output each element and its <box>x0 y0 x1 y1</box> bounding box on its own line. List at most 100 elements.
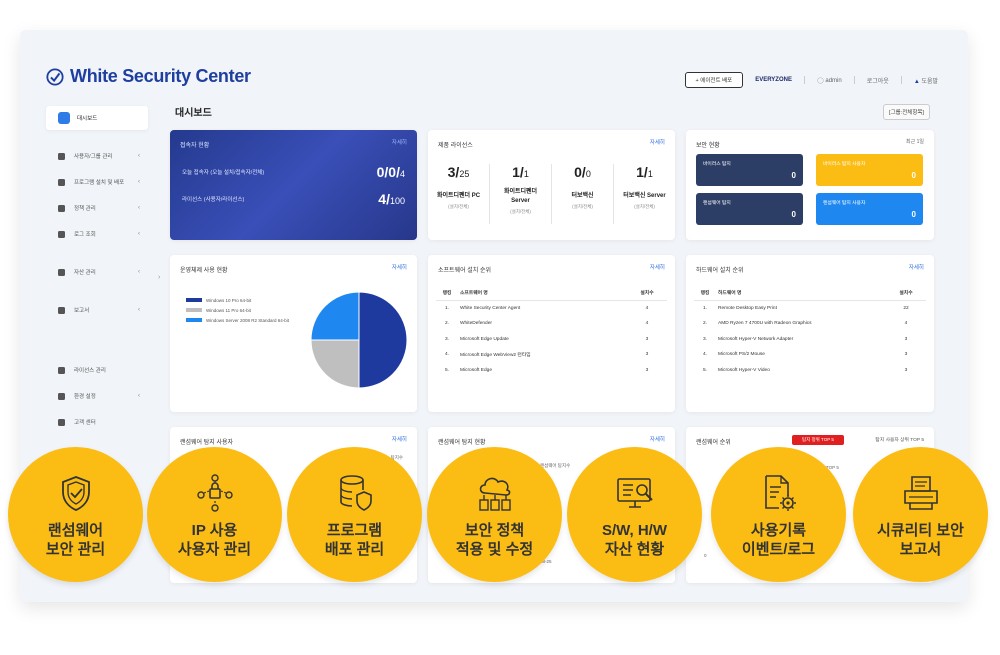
sidebar-item-license[interactable]: 라이선스 관리 <box>46 362 148 378</box>
more-link[interactable]: 자세히 <box>649 140 665 146</box>
license-count: 1/1 <box>490 164 551 180</box>
legend-item: Windows Server 2008 R2 Standard 64-bit <box>186 315 289 325</box>
license-name: 화이트디펜더 Server <box>503 189 538 204</box>
sidebar-item-logs[interactable]: 로그 조회 ‹ <box>46 226 148 242</box>
top-bar: + 에이전트 배포 EVERYZONE ◯ admin 로그아웃 ▲ 도움말 <box>684 72 938 88</box>
license-total: 1 <box>647 169 653 179</box>
legend-label: Windows Server 2008 R2 Standard 64-bit <box>206 317 290 323</box>
license-item: 3/25 화이트디펜더 PC (설치/전체) <box>428 164 489 210</box>
pie-slice[interactable] <box>310 291 360 341</box>
document-gear-icon <box>765 475 796 511</box>
rank-cell: 5. <box>702 367 707 373</box>
rank-cell: 4. <box>444 352 449 358</box>
license-name: 화이트디펜더 PC <box>436 193 481 199</box>
chevron-left-icon: ‹ <box>138 179 140 185</box>
group-filter-button[interactable]: [그룹:전체항목] <box>883 104 930 120</box>
ransomware-detect-box[interactable]: 랜섬웨어 탐지 0 <box>696 193 803 225</box>
feature-program-deploy: 프로그램 배포 관리 <box>287 447 422 582</box>
detect-top5-tab[interactable]: 탐지 정위 TOP 5 <box>792 435 844 445</box>
monitor-search-icon <box>617 478 653 508</box>
user-name: admin <box>825 77 842 84</box>
table-row[interactable]: 1. Remote Desktop Easy Print 22 <box>694 301 926 317</box>
feature-line: S/W, H/W <box>602 522 667 539</box>
sidebar-item-dashboard[interactable]: 대시보드 <box>46 106 148 130</box>
license-sub: (설치/전체) <box>510 209 531 214</box>
more-link[interactable]: 자세히 <box>391 265 407 271</box>
count-cell: 3 <box>645 336 649 342</box>
table-row[interactable]: 3. Microsoft Hyper-V Network Adapter 3 <box>694 332 926 348</box>
more-link[interactable]: 자세히 <box>391 437 407 443</box>
legend-swatch <box>186 298 202 302</box>
today-access-count: 0/0/ <box>376 164 400 180</box>
license-used: 3/ <box>447 164 460 180</box>
sidebar-item-reports[interactable]: 보고서 ‹ <box>46 302 148 318</box>
ransomware-user-box[interactable]: 랜섬웨어 탐지 사용자 0 <box>816 193 923 225</box>
more-link[interactable]: 자세히 <box>391 140 407 146</box>
page-title: 대시보드 <box>175 108 212 119</box>
today-access-value: 0/0/4 <box>377 164 405 180</box>
shield-check-icon <box>62 476 90 511</box>
logout-link[interactable]: 로그아웃 <box>866 78 889 85</box>
box-value: 0 <box>791 171 796 180</box>
sidebar-item-install[interactable]: 프로그램 설치 및 배포 ‹ <box>46 174 148 190</box>
feature-security-report: 시큐리티 보안 보고서 <box>853 447 988 582</box>
chevron-left-icon: ‹ <box>138 205 140 211</box>
license-usage-value: 4/100 <box>378 191 405 207</box>
sidebar-item-users[interactable]: 사용자/그룹 관리 ‹ <box>46 148 148 164</box>
pie-slice[interactable] <box>358 291 408 389</box>
feature-label: IP 사용 사용자 관리 <box>147 521 282 559</box>
megaphone-icon <box>58 418 65 426</box>
sidebar-item-label: 정책 관리 <box>74 206 96 212</box>
dashboard-icon <box>58 112 70 124</box>
check-circle-icon <box>46 67 64 86</box>
sidebar-item-support[interactable]: 고객 센터 <box>46 414 148 430</box>
table-row[interactable]: 4. Microsoft Edge WebView2 런타임 3 <box>436 347 667 363</box>
feature-label: 랜섬웨어 보안 관리 <box>8 521 143 559</box>
feature-line: 보안 정책 <box>464 522 525 539</box>
sidebar-item-assets[interactable]: 자산 관리 ‹ <box>46 264 148 280</box>
feature-asset-status: S/W, H/W 자산 현황 <box>567 447 702 582</box>
feature-label: 프로그램 배포 관리 <box>287 521 422 559</box>
license-count: 3/25 <box>428 164 489 180</box>
more-link[interactable]: 자세히 <box>649 265 665 271</box>
column-header: 랭킹 <box>436 285 458 301</box>
virus-detect-box[interactable]: 바이러스 탐지 0 <box>696 154 803 186</box>
sidebar-collapse-icon[interactable]: › <box>158 274 161 281</box>
feature-circles: 랜섬웨어 보안 관리 IP 사용 사용자 관리 프로그램 배포 관리 <box>0 447 1000 582</box>
table-header: 랭킹 하드웨어 명 설치수 <box>694 285 926 301</box>
more-link[interactable]: 자세히 <box>649 437 665 443</box>
help-link[interactable]: ▲ 도움말 <box>914 76 938 85</box>
table-row[interactable]: 2. WhiteDefender 4 <box>436 316 667 332</box>
table-row[interactable]: 2. AMD Ryzen 7 4700U with Radeon Graphics… <box>694 316 926 332</box>
feature-ip-users: IP 사용 사용자 관리 <box>147 447 282 582</box>
sidebar-item-policy[interactable]: 정책 관리 ‹ <box>46 200 148 216</box>
rank-cell: 5. <box>444 367 449 373</box>
count-cell: 3 <box>904 367 908 373</box>
access-status-card: 접속자 현황 자세히 오늘 접속자 (오늘 설치/접속자/전체) 0/0/4 라… <box>170 130 417 240</box>
table-row[interactable]: 5. Microsoft Edge 3 <box>436 363 667 379</box>
os-usage-card: 운영체제 사용 현황 자세히 Windows 10 Pro 64-bit Win… <box>170 255 417 412</box>
user-menu[interactable]: ◯ admin <box>817 77 842 84</box>
virus-user-box[interactable]: 바이러스 탐지 사용자 0 <box>816 154 923 186</box>
date-range: 최근 1일 <box>906 139 924 145</box>
table-row[interactable]: 5. Microsoft Hyper-V Video 3 <box>694 363 926 379</box>
more-link[interactable]: 자세히 <box>908 265 924 271</box>
feature-line: 이벤트/로그 <box>741 541 816 558</box>
sidebar-item-label: 보고서 <box>74 308 90 314</box>
column-header: 소프트웨어 명 <box>458 285 627 301</box>
table-row[interactable]: 3. Microsoft Edge Update 3 <box>436 332 667 348</box>
cloud-policy-icon <box>479 477 511 511</box>
table-row[interactable]: 1. White Security Center Agent 4 <box>436 301 667 317</box>
x-tick-label: 08-25 <box>540 559 552 564</box>
pie-slice[interactable] <box>310 339 360 389</box>
today-access-label: 오늘 접속자 (오늘 설치/접속자/전체) <box>182 170 265 176</box>
table-row[interactable]: 4. Microsoft PS/2 Mouse 3 <box>694 347 926 363</box>
app-logo[interactable]: White Security Center <box>46 66 251 87</box>
product-license-card: 제품 라이선스 자세히 3/25 화이트디펜더 PC (설치/전체) 1/1 화… <box>428 130 675 240</box>
sidebar-item-settings[interactable]: 환경 설정 ‹ <box>46 388 148 404</box>
agent-deploy-button[interactable]: + 에이전트 배포 <box>684 72 744 88</box>
user-top5-tab[interactable]: 탐지 사용자 상위 TOP 5 <box>875 438 924 443</box>
cloud-icon <box>58 178 65 186</box>
app-title: White Security Center <box>70 66 251 86</box>
os-pie-chart <box>310 291 408 389</box>
